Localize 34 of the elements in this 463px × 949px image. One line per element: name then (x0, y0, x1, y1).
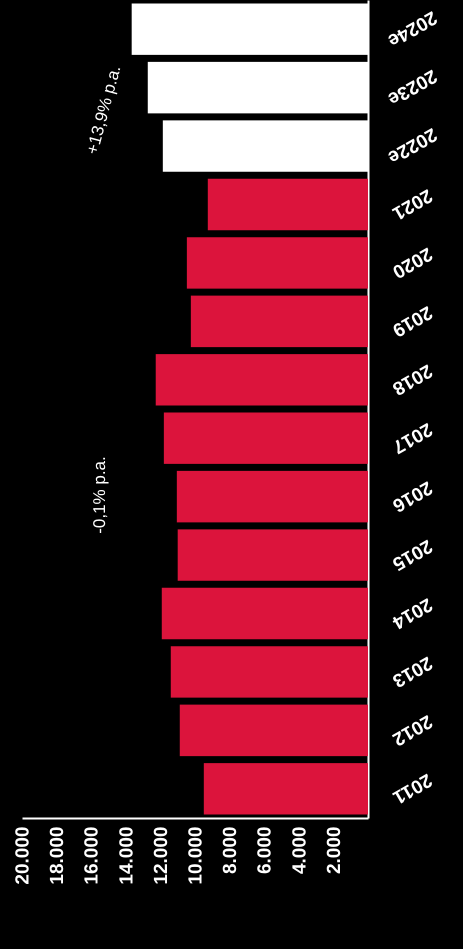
bar (178, 529, 368, 581)
bar (170, 646, 368, 698)
y-tick-label: 2012 (388, 710, 436, 750)
x-tick-label: 10.000 (186, 826, 206, 885)
annotation: +13,9% p.a. (82, 63, 124, 156)
bar (164, 412, 368, 464)
bar (156, 354, 368, 406)
x-tick-label: 6.000 (254, 826, 276, 874)
bar (208, 178, 368, 230)
x-tick-label: 2.000 (324, 826, 345, 874)
bar (186, 237, 368, 289)
x-tick-label: 20.000 (12, 826, 34, 885)
y-tick-label: 2011 (388, 768, 436, 808)
bar (176, 470, 368, 522)
x-tick-label: 18.000 (47, 826, 68, 885)
annotation: -0,1% p.a. (90, 456, 109, 534)
bar (162, 588, 368, 640)
y-tick-label: 2021 (388, 184, 436, 224)
y-tick-label: 2016 (388, 476, 436, 516)
y-tick-label: 2017 (388, 418, 436, 458)
y-tick-label: 2014 (388, 593, 436, 633)
x-tick-label: 12.000 (150, 826, 172, 885)
bar (204, 763, 368, 814)
y-tick-label: 2019 (388, 301, 436, 341)
y-tick-label: 2020 (388, 242, 436, 282)
bar (180, 704, 368, 756)
y-tick-label: 2018 (388, 360, 436, 400)
x-tick-label: 14.000 (116, 826, 138, 885)
y-tick-label: 2015 (388, 534, 436, 575)
x-tick-label: 8.000 (220, 826, 242, 874)
bar (190, 296, 368, 348)
x-tick-label: 16.000 (82, 826, 103, 885)
x-tick-label: 4.000 (289, 826, 310, 874)
y-tick-label: 2013 (388, 652, 436, 692)
